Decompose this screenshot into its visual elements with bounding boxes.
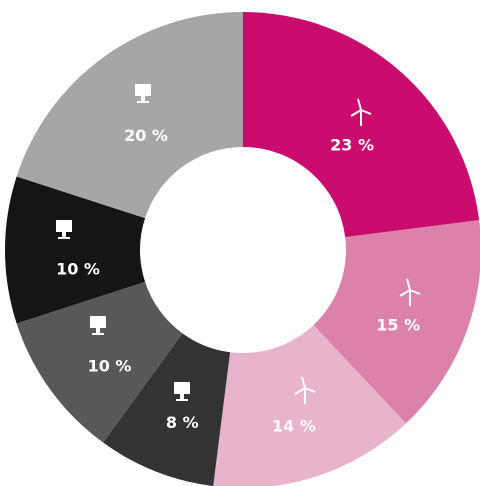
value-label: 10 % <box>88 356 132 375</box>
slice <box>313 220 480 424</box>
slice <box>16 12 244 219</box>
slice <box>103 333 231 486</box>
solar-icon <box>90 316 106 335</box>
value-labels: 23 % 15 % 14 % 8 % 10 % 10 % 20 % <box>56 126 420 435</box>
value-label: 10 % <box>56 260 100 279</box>
solar-icon <box>135 84 151 103</box>
slice <box>4 176 146 324</box>
value-label: 8 % <box>166 413 199 432</box>
slice <box>16 281 183 443</box>
value-label: 14 % <box>272 416 316 435</box>
wind-icon <box>350 98 372 126</box>
value-label: 20 % <box>124 126 168 145</box>
wind-icon <box>399 278 421 306</box>
icons <box>56 84 421 404</box>
solar-icon <box>174 382 190 401</box>
slices <box>4 12 480 486</box>
wind-icon <box>294 376 316 404</box>
value-label: 23 % <box>330 136 374 155</box>
slice <box>213 325 406 486</box>
solar-icon <box>56 220 72 239</box>
value-label: 15 % <box>376 315 420 334</box>
